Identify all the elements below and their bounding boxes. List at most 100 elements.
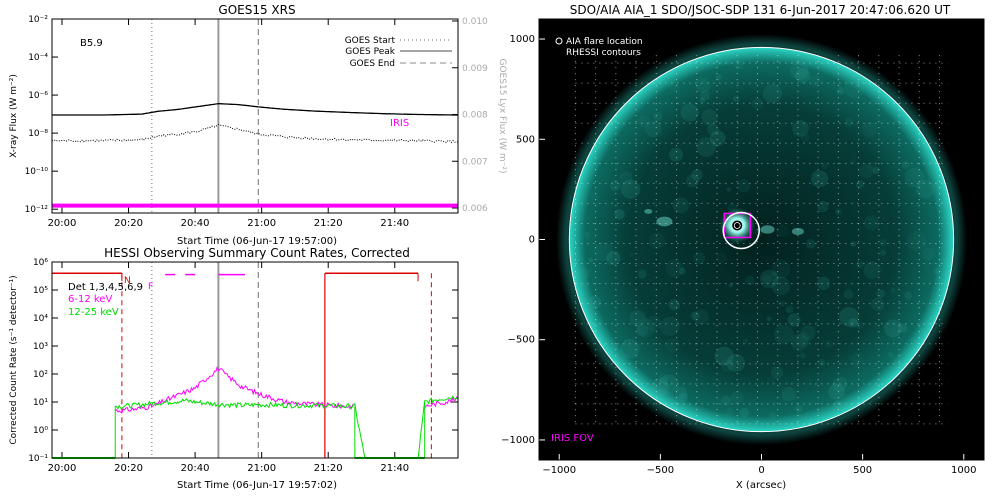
goes-ytick-label: 10⁻¹⁰: [25, 167, 49, 177]
sun-texture: [619, 338, 640, 359]
hessi-panel: HESSI Observing Summary Count Rates, Cor…: [9, 246, 459, 491]
legend-goes-start: GOES Start: [345, 36, 396, 46]
sun-texture: [849, 159, 856, 166]
legend-goes-peak: GOES Peak: [345, 47, 395, 57]
goes-y2tick-label: 0.008: [462, 111, 488, 121]
sun-texture: [771, 276, 791, 296]
hessi-xtick-label: 21:20: [314, 463, 343, 474]
aia-legend: AIA flare location RHESSI contours: [555, 37, 643, 58]
goes-panel: GOES15 XRS 20:00 20:20 20:40 21:00 21:20 21:4…: [9, 3, 507, 247]
aia-ytick-label: −500: [508, 335, 535, 346]
aia-ytick-label: 1000: [510, 34, 535, 45]
goes-plot-frame: [51, 18, 459, 214]
sun-texture: [732, 95, 740, 103]
hessi-flag-f: F: [148, 282, 153, 292]
sun-texture: [771, 271, 778, 278]
sun-texture: [836, 86, 845, 95]
goes-ytick-label: 10⁻¹²: [25, 205, 49, 215]
sun-texture: [589, 191, 599, 201]
sun-texture: [859, 163, 875, 179]
sun-texture: [715, 74, 722, 81]
sun-texture: [678, 392, 688, 402]
sun-texture: [737, 179, 751, 193]
goes-ytick-label: 10⁻⁶: [28, 91, 48, 101]
sun-texture: [669, 147, 683, 162]
hessi-flag-n: N: [124, 276, 131, 286]
goes-xtick-label: 20:40: [181, 218, 210, 229]
aia-xtick-label: 1000: [951, 465, 976, 476]
hessi-ytick-label: 10⁰: [33, 426, 48, 436]
aia-ytick-label: −1000: [501, 435, 535, 446]
sun-texture: [800, 325, 816, 341]
sun-texture: [665, 259, 684, 278]
sun-texture: [816, 276, 831, 290]
sun-texture: [725, 59, 732, 66]
sun-texture: [637, 269, 647, 279]
sun-texture: [606, 250, 621, 266]
sun-texture: [678, 267, 686, 275]
sun-texture: [621, 179, 641, 199]
hessi-xtick-label: 21:40: [380, 463, 409, 474]
sun-texture: [890, 288, 896, 293]
hessi-xtick-label: 20:00: [48, 463, 77, 474]
hessi-xlabel: Start Time (06-Jun-17 19:57:02): [177, 480, 337, 491]
aia-xtick-label: −500: [647, 465, 674, 476]
sun-texture: [866, 161, 876, 171]
sun-texture: [644, 120, 662, 138]
flare-location-circle: [722, 211, 760, 250]
sun-texture: [609, 179, 622, 192]
sun-texture: [709, 130, 726, 147]
sun-texture: [906, 231, 927, 251]
rhessi-contour-inner: [733, 222, 741, 229]
aia-xtick-label: 500: [853, 465, 872, 476]
sun-texture: [904, 291, 913, 300]
sun-texture: [665, 338, 680, 353]
sun-texture: [728, 283, 733, 288]
sun-texture: [672, 197, 689, 214]
sun-texture: [863, 215, 880, 231]
sun-texture: [821, 162, 828, 170]
hessi-ytick-label: 10⁴: [33, 314, 48, 324]
hessi-title: HESSI Observing Summary Count Rates, Cor…: [104, 246, 410, 260]
sun-texture: [674, 386, 688, 399]
hessi-xtick-label: 20:20: [114, 463, 143, 474]
sun-texture: [800, 133, 810, 143]
sun-texture: [839, 307, 859, 327]
sun-texture: [629, 310, 647, 327]
hessi-detectors-label: Det 1,3,4,5,6,9: [68, 282, 143, 293]
sun-texture: [795, 68, 811, 84]
sun-texture: [762, 274, 772, 285]
sun-texture: [901, 160, 910, 169]
goes-xlabel: Start Time (06-Jun-17 19:57:00): [177, 236, 337, 247]
aia-xlabel: X (arcsec): [736, 480, 786, 491]
hessi-ytick-label: 10⁻¹: [28, 454, 48, 464]
aia-xtick-label: 0: [758, 465, 764, 476]
goes-ytick-label: 10⁻²: [28, 15, 48, 25]
sun-texture: [921, 247, 935, 261]
rhessi-contour: [732, 220, 743, 231]
sun-texture: [699, 97, 706, 104]
sun-texture: [612, 343, 619, 350]
sun-texture: [794, 404, 803, 413]
sun-texture: [810, 170, 829, 188]
sun-texture: [868, 98, 876, 107]
aia-title: SDO/AIA AIA_1 SDO/JSOC-SDP 131 6-Jun-201…: [570, 3, 951, 17]
iris-fov-grid: [574, 55, 948, 425]
sun-texture: [855, 321, 864, 330]
goes-title: GOES15 XRS: [218, 3, 295, 17]
hessi-legend-12-25: 12-25 keV: [68, 307, 119, 318]
active-region: [656, 216, 673, 227]
sun-texture: [844, 117, 854, 127]
sun-texture: [724, 407, 734, 418]
sun-texture: [720, 395, 732, 406]
sun-texture: [720, 359, 734, 373]
sun-texture: [716, 252, 727, 264]
sun-texture: [693, 251, 706, 264]
sun-texture: [871, 297, 885, 311]
hessi-ytick-label: 10⁶: [33, 258, 48, 268]
sun-texture: [742, 338, 749, 344]
sun-texture: [863, 261, 881, 279]
sun-texture: [593, 241, 614, 262]
goes-series-short: [51, 123, 459, 144]
sun-texture: [790, 61, 809, 80]
